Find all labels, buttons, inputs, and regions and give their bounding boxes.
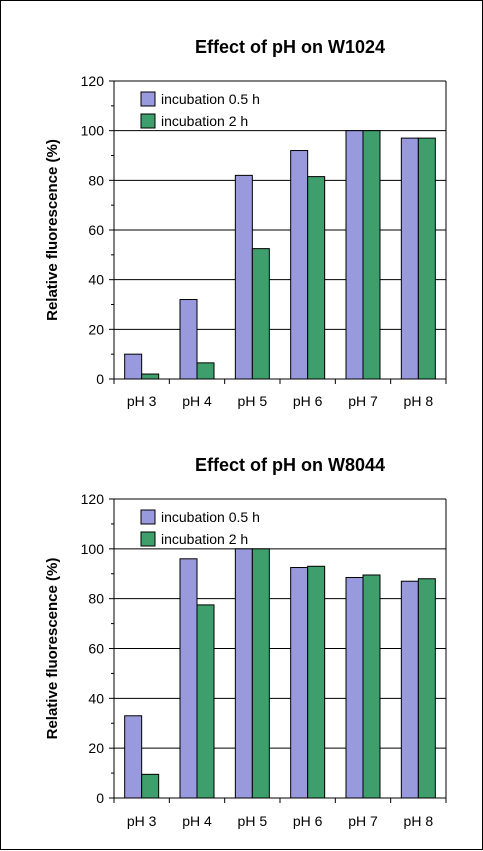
- bar-incubation-0-5h: [400, 137, 419, 380]
- y-axis-label: Relative fluorescence (%): [44, 558, 61, 740]
- legend-label: incubation 0.5 h: [161, 509, 260, 525]
- bar-incubation-0-5h: [124, 353, 143, 380]
- x-tick-label: pH 5: [238, 813, 268, 829]
- bar-incubation-2h: [417, 137, 436, 380]
- y-tick-label: 80: [88, 172, 104, 188]
- y-tick-label: 120: [81, 491, 105, 507]
- x-tick-label: pH 6: [293, 393, 323, 409]
- legend-swatch: [140, 113, 156, 129]
- bar-incubation-2h: [196, 604, 215, 799]
- y-tick-label: 80: [88, 591, 104, 607]
- y-tick-label: 40: [88, 690, 104, 706]
- x-tick-label: pH 7: [348, 813, 378, 829]
- bar-incubation-2h: [251, 548, 270, 799]
- bar-incubation-2h: [417, 578, 436, 799]
- bar-incubation-0-5h: [234, 548, 253, 799]
- x-tick-label: pH 8: [404, 813, 434, 829]
- bar-incubation-2h: [307, 565, 326, 799]
- y-tick-label: 100: [81, 541, 105, 557]
- bar-incubation-2h: [251, 248, 270, 380]
- x-tick-label: pH 4: [182, 393, 212, 409]
- bar-incubation-2h: [362, 130, 381, 380]
- x-tick-label: pH 3: [127, 393, 157, 409]
- x-tick-label: pH 8: [404, 393, 434, 409]
- legend-swatch: [140, 531, 156, 547]
- legend-label: incubation 2 h: [161, 113, 248, 129]
- bar-incubation-0-5h: [290, 150, 309, 380]
- bar-incubation-0-5h: [179, 558, 198, 799]
- x-tick-label: pH 5: [238, 393, 268, 409]
- y-tick-label: 0: [96, 371, 104, 387]
- bar-incubation-0-5h: [400, 580, 419, 799]
- bar-incubation-0-5h: [179, 299, 198, 380]
- bar-incubation-0-5h: [124, 715, 143, 799]
- chart-title: Effect of pH on W1024: [195, 37, 385, 57]
- y-tick-label: 40: [88, 272, 104, 288]
- bar-incubation-2h: [141, 773, 160, 799]
- legend-label: incubation 0.5 h: [161, 91, 260, 107]
- bar-incubation-0-5h: [345, 130, 364, 380]
- x-tick-label: pH 7: [348, 393, 378, 409]
- bar-incubation-2h: [196, 362, 215, 380]
- chart-title: Effect of pH on W8044: [195, 455, 385, 475]
- y-tick-label: 60: [88, 222, 104, 238]
- y-tick-label: 120: [81, 73, 105, 89]
- y-tick-label: 0: [96, 790, 104, 806]
- legend-swatch: [140, 509, 156, 525]
- bar-incubation-2h: [362, 574, 381, 799]
- bar-incubation-2h: [141, 373, 160, 380]
- y-tick-label: 20: [88, 321, 104, 337]
- x-tick-label: pH 6: [293, 813, 323, 829]
- x-tick-label: pH 3: [127, 813, 157, 829]
- legend-label: incubation 2 h: [161, 531, 248, 547]
- y-axis-label: Relative fluorescence (%): [44, 139, 61, 321]
- chart-1: Effect of pH on W1024 0 20 40 60 80 100 120 pH 3…: [44, 37, 447, 409]
- bar-incubation-0-5h: [234, 174, 253, 380]
- bar-incubation-0-5h: [345, 576, 364, 799]
- legend-swatch: [140, 91, 156, 107]
- bar-incubation-0-5h: [290, 567, 309, 799]
- chart-2: Effect of pH on W8044 0 20 40 60 80 100 120 pH 3…: [44, 455, 447, 829]
- x-tick-label: pH 4: [182, 813, 212, 829]
- y-tick-label: 100: [81, 123, 105, 139]
- y-tick-label: 60: [88, 641, 104, 657]
- bar-incubation-2h: [307, 176, 326, 380]
- y-tick-label: 20: [88, 740, 104, 756]
